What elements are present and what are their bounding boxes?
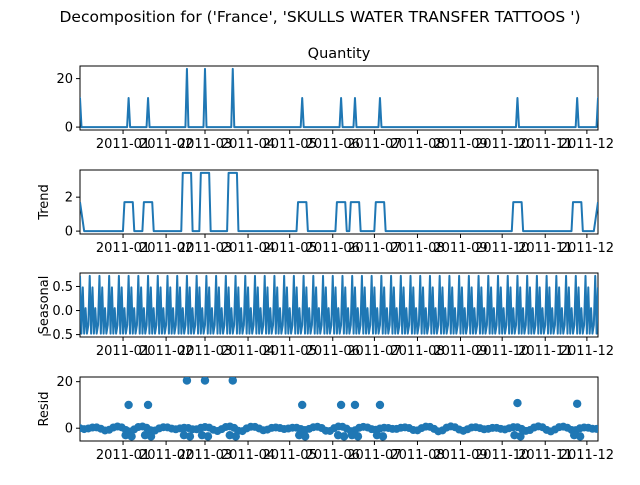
quantity-line: [79, 69, 600, 127]
trend-line: [80, 173, 598, 231]
data-layer: [79, 69, 600, 127]
resid-outlier: [351, 401, 359, 409]
panel-4: Resid0202011-012011-022011-032011-042011…: [37, 375, 614, 463]
resid-outlier: [144, 401, 152, 409]
resid-outlier: [229, 376, 237, 384]
resid-outlier: [298, 401, 306, 409]
panel-title: Quantity: [308, 46, 371, 62]
y-tick-label: 20: [56, 375, 73, 390]
resid-point: [379, 432, 387, 440]
resid-outlier: [376, 401, 384, 409]
resid-point: [516, 432, 524, 440]
x-tick-label: 2011-12: [560, 448, 614, 463]
y-tick-label: 0.0: [52, 304, 73, 319]
y-tick-label: 0.5: [52, 280, 73, 295]
seasonal-line: [80, 276, 598, 334]
resid-point: [147, 432, 155, 440]
panel-3: Seasonal−0.50.00.52011-012011-022011-032…: [37, 273, 614, 359]
resid-point: [204, 432, 212, 440]
resid-outlier: [337, 401, 345, 409]
x-tick-label: 2011-12: [560, 344, 614, 359]
y-tick-label: 0: [65, 121, 73, 136]
resid-outlier: [573, 400, 581, 408]
resid-outlier: [201, 376, 209, 384]
resid-point: [301, 432, 309, 440]
resid-point: [127, 432, 135, 440]
resid-point: [576, 432, 584, 440]
x-tick-label: 2011-12: [560, 137, 614, 152]
y-tick-label: −0.5: [41, 328, 73, 343]
resid-point: [232, 432, 240, 440]
x-tick-label: 2011-12: [560, 241, 614, 256]
data-layer: [80, 276, 598, 334]
data-layer: [76, 376, 601, 440]
figure-suptitle: Decomposition for ('France', 'SKULLS WAT…: [59, 8, 580, 26]
data-layer: [80, 173, 598, 231]
y-tick-label: 20: [56, 72, 73, 87]
resid-point: [340, 432, 348, 440]
resid-point: [593, 425, 601, 433]
y-tick-label: 0: [65, 225, 73, 240]
y-axis-label: Resid: [37, 391, 52, 426]
panel-2: Trend022011-012011-022011-032011-042011-…: [37, 170, 614, 256]
resid-outlier: [124, 401, 132, 409]
resid-outlier: [513, 399, 521, 407]
resid-outlier: [183, 376, 191, 384]
panel-1: Quantity0202011-012011-022011-032011-042…: [56, 46, 614, 152]
y-axis-label: Seasonal: [37, 276, 52, 335]
y-tick-label: 0: [65, 422, 73, 437]
y-tick-label: 2: [65, 191, 73, 206]
y-axis-label: Trend: [37, 184, 52, 221]
resid-point: [354, 432, 362, 440]
panels: Quantity0202011-012011-022011-032011-042…: [37, 46, 614, 463]
resid-point: [186, 432, 194, 440]
